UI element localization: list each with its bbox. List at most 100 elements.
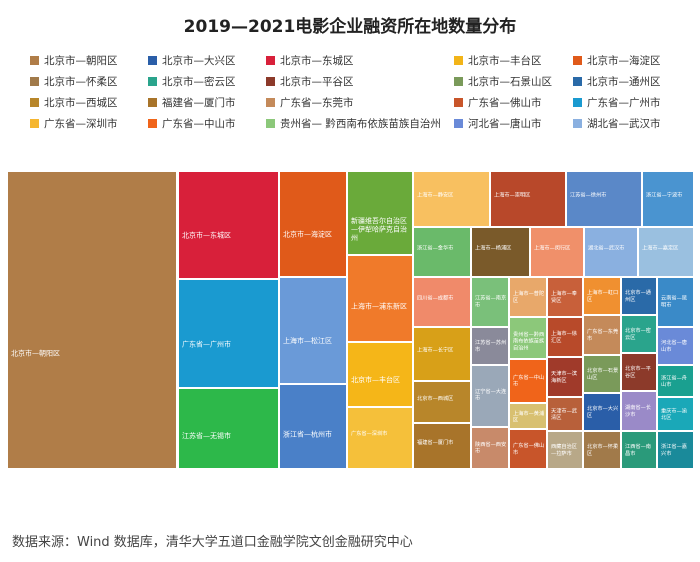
- legend-label: 广东省—中山市: [162, 118, 236, 130]
- treemap-cell-label: 重庆市—渝北区: [661, 406, 688, 421]
- treemap-cell: 河北省—唐山市: [658, 328, 693, 364]
- treemap-cell-label: 北京市—密云区: [625, 326, 651, 341]
- treemap-cell-label: 北京市—海淀区: [283, 229, 332, 238]
- treemap-cell-label: 上海市—杨浦区: [475, 244, 511, 252]
- treemap-cell-label: 西藏自治区—拉萨市: [551, 442, 577, 457]
- treemap-cell-label: 云南省—昆明市: [661, 294, 687, 309]
- treemap-rect: [622, 432, 656, 468]
- legend-item: 河北省—唐山市: [454, 116, 542, 131]
- treemap-rect: [472, 428, 508, 468]
- treemap-cell: 广东省—中山市: [510, 360, 546, 402]
- treemap-rect: [548, 432, 582, 468]
- legend-swatch: [266, 119, 275, 128]
- legend-label: 广东省—佛山市: [468, 97, 542, 109]
- treemap-cell-label: 广东省—深圳市: [351, 429, 387, 437]
- treemap-rect: [491, 172, 565, 226]
- treemap-rect: [510, 360, 546, 402]
- legend-label: 河北省—唐山市: [468, 118, 542, 130]
- treemap-cell: 上海市—闵行区: [531, 228, 583, 276]
- treemap-rect: [658, 398, 693, 430]
- treemap-rect: [414, 172, 489, 226]
- treemap-cell: 上海市—嘉定区: [639, 228, 693, 276]
- treemap-rect: [280, 278, 346, 383]
- treemap-cell: 江苏省—南京市: [472, 278, 508, 326]
- legend-label: 北京市—密云区: [162, 76, 236, 88]
- legend-label: 湖北省—武汉市: [587, 118, 661, 130]
- treemap-cell: 浙江省—舟山市: [658, 366, 693, 396]
- treemap-cell: 江苏省—徐州市: [567, 172, 641, 226]
- treemap-cell: 江苏省—无锡市: [179, 389, 278, 468]
- legend-swatch: [30, 56, 39, 65]
- legend-swatch: [148, 77, 157, 86]
- treemap-cell-label: 上海市—徐汇区: [551, 329, 577, 344]
- treemap-cell-label: 上海市—浦东新区: [351, 302, 407, 311]
- legend-swatch: [573, 98, 582, 107]
- treemap-cell: 上海市—普陀区: [510, 278, 546, 316]
- treemap-cell-label: 浙江省—舟山市: [661, 374, 687, 389]
- treemap-cell: 西藏自治区—拉萨市: [548, 432, 582, 468]
- treemap-cell-label: 广东省—佛山市: [513, 441, 544, 456]
- legend-item: 广东省—东莞市: [266, 95, 354, 110]
- treemap-cell: 浙江省—嘉兴市: [658, 432, 693, 468]
- legend-swatch: [266, 56, 275, 65]
- legend-swatch: [454, 56, 463, 65]
- treemap-rect: [622, 278, 656, 314]
- legend-item: 北京市—东城区: [266, 53, 354, 68]
- treemap-rect: [548, 358, 582, 396]
- treemap-cell-label: 北京市—怀柔区: [587, 442, 618, 457]
- legend-item: 广东省—深圳市: [30, 116, 118, 131]
- treemap-cell-label: 北京市—朝阳区: [11, 349, 60, 358]
- treemap-cell-label: 江苏省—徐州市: [570, 190, 606, 198]
- treemap-cell: 北京市—密云区: [622, 316, 656, 352]
- treemap-rect: [584, 278, 620, 314]
- treemap-cell: 浙江省—杭州市: [280, 385, 346, 468]
- treemap-cell-label: 上海市—长宁区: [417, 345, 453, 353]
- treemap-cell-label: 辽宁省—大连市: [475, 387, 507, 402]
- legend-label: 北京市—西城区: [44, 97, 118, 109]
- treemap-cell: 上海市—松江区: [280, 278, 346, 383]
- treemap-cell: 北京市—通州区: [622, 278, 656, 314]
- treemap-rect: [472, 366, 508, 426]
- treemap-cell-label: 上海市—闵行区: [534, 244, 570, 252]
- legend-label: 广东省—深圳市: [44, 118, 118, 130]
- treemap-cell-label: 浙江省—金华市: [417, 244, 453, 252]
- treemap-rect: [472, 328, 508, 364]
- treemap-rect: [584, 356, 620, 392]
- treemap-rect: [585, 228, 637, 276]
- treemap-rect: [179, 172, 278, 278]
- treemap-cell-label: 上海市—静安区: [417, 190, 453, 198]
- treemap-cell: 北京市—怀柔区: [584, 432, 620, 468]
- legend-item: 北京市—海淀区: [573, 53, 661, 68]
- treemap-rect: [414, 328, 470, 380]
- treemap-cell-label: 上海市—奉贤区: [551, 289, 578, 304]
- treemap-cell: 江西省—南昌市: [622, 432, 656, 468]
- legend-item: 北京市—怀柔区: [30, 74, 118, 89]
- treemap-rect: [414, 228, 470, 276]
- treemap-cell-label: 上海市—虹口区: [587, 288, 618, 303]
- treemap-cell-label: 江西省—南昌市: [625, 442, 651, 457]
- treemap-cell: 北京市—丰台区: [348, 343, 412, 406]
- treemap-cell-label: 湖北省—武汉市: [588, 244, 624, 252]
- treemap-cell: 天津市—武清区: [548, 398, 582, 430]
- treemap-cell: 福建省—厦门市: [414, 424, 470, 468]
- treemap-cell: 浙江省—金华市: [414, 228, 470, 276]
- treemap-rect: [280, 172, 346, 276]
- legend-item: 北京市—平谷区: [266, 74, 354, 89]
- treemap-cell-label: 上海市—普陀区: [513, 289, 544, 304]
- legend-swatch: [148, 98, 157, 107]
- legend-swatch: [148, 119, 157, 128]
- treemap-rect: [531, 228, 583, 276]
- legend-label: 广东省—东莞市: [280, 97, 354, 109]
- treemap-cell: 广东省—广州市: [179, 280, 278, 387]
- legend-item: 北京市—密云区: [148, 74, 236, 89]
- treemap-cell: 上海市—崇明区: [491, 172, 565, 226]
- treemap-rect: [510, 278, 546, 316]
- treemap-cell: 湖南省—长沙市: [622, 392, 656, 430]
- treemap-cell: 上海市—奉贤区: [548, 278, 582, 316]
- treemap-cell-label: 北京市—东城区: [182, 231, 231, 240]
- treemap-cell: 北京市—海淀区: [280, 172, 346, 276]
- treemap-rect: [622, 354, 656, 390]
- treemap-cell: 新疆维吾尔自治区—伊犁哈萨克自治州: [348, 172, 412, 254]
- legend-item: 北京市—石景山区: [454, 74, 552, 89]
